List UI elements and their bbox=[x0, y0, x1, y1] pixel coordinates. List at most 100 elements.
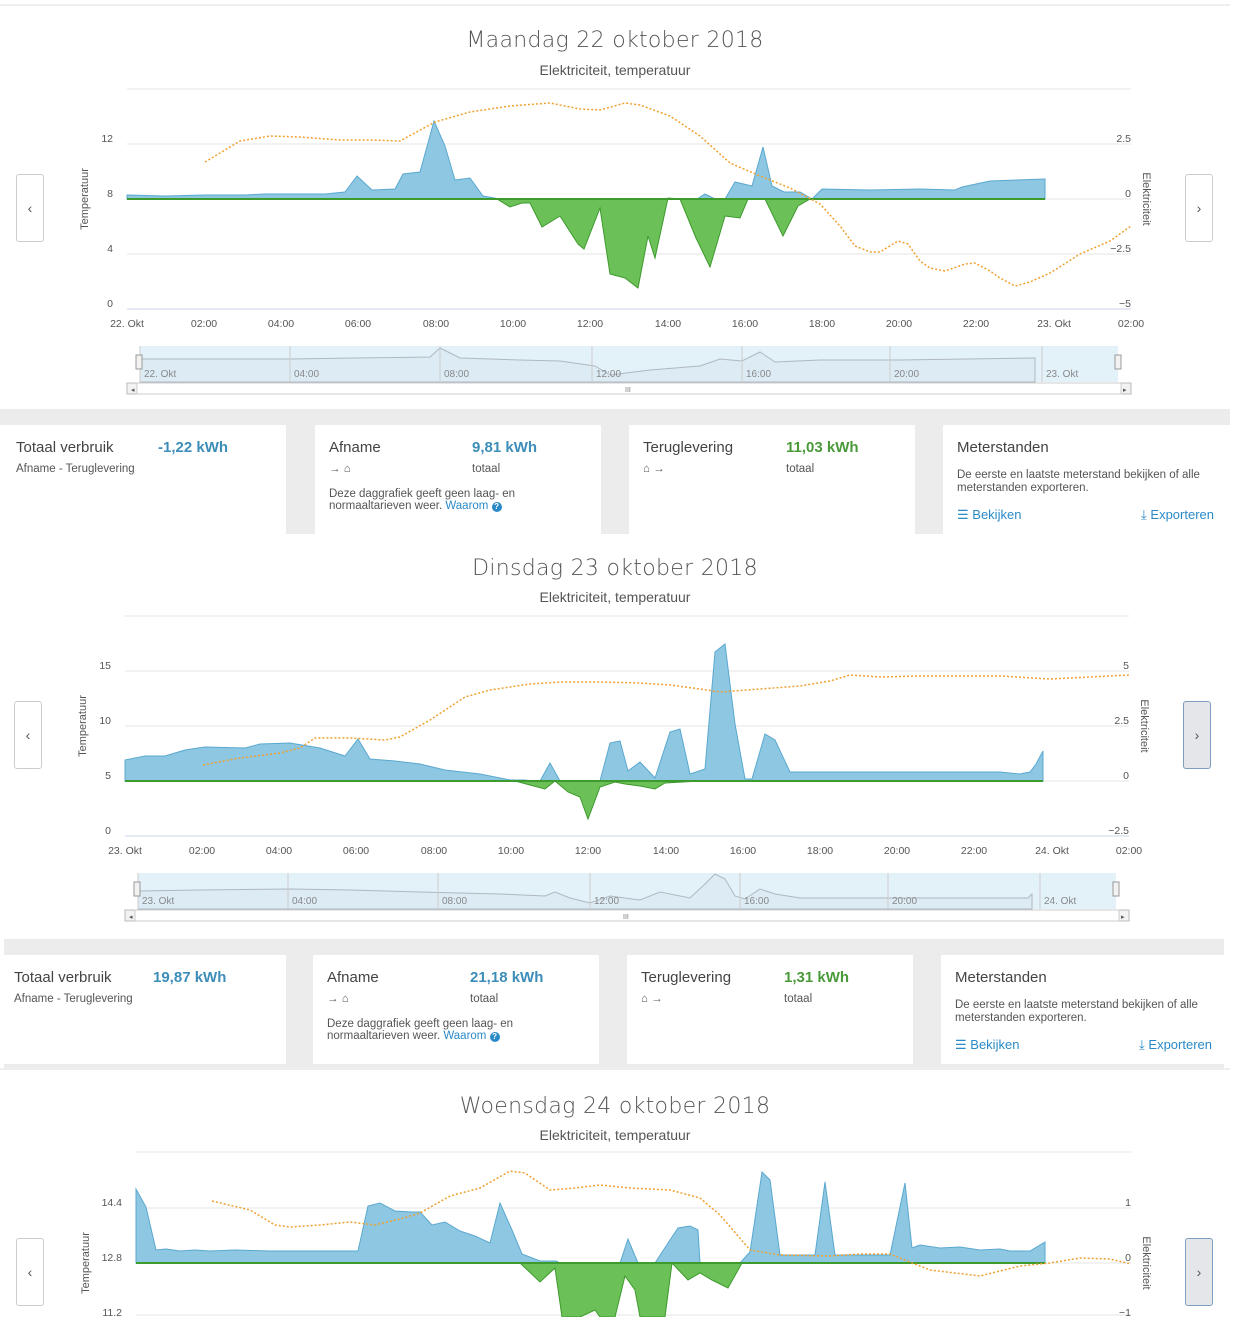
teruglevering-card: Teruglevering 11,03 kWh ⌂ → totaal bbox=[629, 425, 915, 534]
x-tick: 23. Okt bbox=[1037, 318, 1071, 330]
production-area bbox=[495, 197, 749, 289]
y-right-label: Elektriciteit bbox=[1138, 699, 1150, 752]
total-card: Totaal verbruik 19,87 kWh Afname - Terug… bbox=[0, 955, 286, 1064]
chevron-right-icon: › bbox=[1196, 200, 1202, 216]
prev-day-button[interactable]: ‹ bbox=[14, 701, 42, 769]
chart-panel-day3: Woensdag 24 oktober 2018 Elektriciteit, … bbox=[0, 1068, 1230, 1317]
chart-panel-day1: Maandag 22 oktober 2018 Elektriciteit, t… bbox=[0, 4, 1230, 411]
meter-desc: De eerste en laatste meterstand bekijken… bbox=[955, 999, 1198, 1024]
y-right-tick: 1 bbox=[1125, 1197, 1131, 1209]
x-tick: 06:00 bbox=[343, 845, 369, 857]
svg-text:◂: ◂ bbox=[129, 914, 133, 921]
y-left-label: Temperatuur bbox=[79, 168, 91, 230]
total-value: -1,22 kWh bbox=[158, 439, 229, 456]
svg-text:III: III bbox=[625, 387, 631, 394]
view-button[interactable]: ☰ Bekijken bbox=[955, 1037, 1020, 1052]
x-tick: 23. Okt bbox=[108, 845, 142, 857]
y-left-tick: 0 bbox=[105, 825, 111, 837]
consumption-area bbox=[126, 119, 501, 200]
chevron-left-icon: ‹ bbox=[27, 1264, 33, 1280]
scrollbar-thumb[interactable] bbox=[136, 382, 1122, 395]
navigator[interactable]: 23. Okt 04:00 08:00 12:00 16:00 20:00 24. Okt … bbox=[124, 873, 1130, 922]
view-button[interactable]: ☰ Bekijken bbox=[957, 507, 1022, 522]
navigator-handle-right[interactable] bbox=[1114, 354, 1122, 370]
scrollbar-thumb[interactable] bbox=[134, 909, 1120, 922]
chart-subtitle: Elektriciteit, temperatuur bbox=[539, 1127, 691, 1143]
total-sub: Afname - Teruglevering bbox=[14, 993, 133, 1005]
x-tick: 14:00 bbox=[655, 318, 681, 330]
y-left-tick: 8 bbox=[107, 188, 113, 200]
chart-subtitle: Elektriciteit, temperatuur bbox=[539, 589, 691, 605]
question-circle-icon[interactable]: ? bbox=[491, 502, 502, 512]
y-right-tick: 0 bbox=[1125, 188, 1131, 200]
why-link[interactable]: Waarom bbox=[443, 1030, 487, 1042]
navigator-tick: 12:00 bbox=[594, 896, 619, 907]
y-right-tick: 0 bbox=[1125, 1252, 1131, 1264]
list-icon: ☰ bbox=[955, 1037, 967, 1052]
navigator[interactable]: 22. Okt 04:00 08:00 12:00 16:00 20:00 23. Okt … bbox=[126, 346, 1132, 395]
tariff-note: Deze daggrafiek geeft geen laag- en norm… bbox=[327, 1018, 514, 1042]
y-right-tick: 0 bbox=[1123, 770, 1129, 782]
terug-sub: totaal bbox=[786, 463, 815, 475]
y-left-ticks: 12 8 4 0 bbox=[101, 133, 113, 310]
y-right-tick: 5 bbox=[1123, 660, 1129, 672]
y-left-tick: 15 bbox=[99, 660, 111, 672]
afname-sub: totaal bbox=[470, 993, 499, 1005]
stats-bar-day2: Totaal verbruik 19,87 kWh Afname - Terug… bbox=[0, 939, 1224, 1068]
x-tick: 02:00 bbox=[1118, 318, 1144, 330]
y-left-tick: 12.8 bbox=[102, 1252, 123, 1264]
navigator-handle-right[interactable] bbox=[1112, 881, 1120, 897]
y-right-tick: 2.5 bbox=[1114, 715, 1129, 727]
total-label: Totaal verbruik bbox=[16, 439, 114, 456]
x-tick: 16:00 bbox=[732, 318, 758, 330]
afname-label: Afname bbox=[327, 969, 379, 986]
y-right-label: Elektriciteit bbox=[1140, 172, 1152, 225]
next-day-button[interactable]: › bbox=[1183, 701, 1211, 769]
y-left-tick: 4 bbox=[107, 243, 113, 255]
x-tick: 12:00 bbox=[577, 318, 603, 330]
y-right-tick: −2.5 bbox=[1110, 243, 1131, 255]
home-arrow-icon: ⌂ → bbox=[643, 463, 665, 475]
navigator-handle-left[interactable] bbox=[133, 881, 141, 897]
next-day-button[interactable]: › bbox=[1185, 1238, 1213, 1306]
x-tick: 16:00 bbox=[730, 845, 756, 857]
x-tick: 22:00 bbox=[961, 845, 987, 857]
y-left-label: Temperatuur bbox=[77, 695, 89, 757]
prev-day-button[interactable]: ‹ bbox=[16, 1238, 44, 1306]
x-tick: 04:00 bbox=[268, 318, 294, 330]
y-left-tick: 12 bbox=[101, 133, 113, 145]
temperature-line bbox=[204, 102, 1132, 287]
x-tick: 08:00 bbox=[421, 845, 447, 857]
tariff-note: Deze daggrafiek geeft geen laag- en norm… bbox=[329, 488, 516, 512]
chart-svg: 12 8 4 0 2.5 0 −2.5 −5 Temperatuur Elekt… bbox=[79, 88, 1152, 395]
navigator-tick: 08:00 bbox=[444, 369, 469, 380]
y-left-ticks: 15 10 5 0 bbox=[99, 660, 111, 837]
arrow-home-icon: → ⌂ bbox=[329, 463, 351, 475]
total-label: Totaal verbruik bbox=[14, 969, 112, 986]
chevron-right-icon: › bbox=[1194, 727, 1200, 743]
afname-value: 21,18 kWh bbox=[470, 969, 544, 986]
export-button[interactable]: ⤓ Exporteren bbox=[1141, 507, 1214, 522]
meter-desc: De eerste en laatste meterstand bekijken… bbox=[957, 469, 1200, 494]
why-link[interactable]: Waarom bbox=[445, 500, 489, 512]
navigator-tick: 04:00 bbox=[292, 896, 317, 907]
y-left-tick: 11.2 bbox=[102, 1307, 122, 1317]
y-right-ticks: 5 2.5 0 −2.5 bbox=[1108, 660, 1129, 837]
svg-text:▸: ▸ bbox=[1123, 387, 1127, 394]
navigator-tick: 16:00 bbox=[746, 369, 771, 380]
chart-svg: 15 10 5 0 5 2.5 0 −2.5 Temperatuur Elekt… bbox=[77, 615, 1150, 922]
x-tick: 10:00 bbox=[500, 318, 526, 330]
navigator-tick: 23. Okt bbox=[1046, 369, 1078, 380]
y-right-ticks: 1 0 −1 bbox=[1119, 1197, 1131, 1317]
gridlines bbox=[125, 615, 1129, 837]
question-circle-icon[interactable]: ? bbox=[489, 1032, 500, 1042]
next-day-button[interactable]: › bbox=[1185, 174, 1213, 242]
download-icon: ⤓ bbox=[1141, 507, 1147, 522]
export-button[interactable]: ⤓ Exporteren bbox=[1139, 1037, 1212, 1052]
afname-value: 9,81 kWh bbox=[472, 439, 538, 456]
navigator-handle-left[interactable] bbox=[135, 354, 143, 370]
meterstanden-card: Meterstanden De eerste en laatste meters… bbox=[943, 425, 1230, 534]
prev-day-button[interactable]: ‹ bbox=[16, 174, 44, 242]
x-tick: 14:00 bbox=[653, 845, 679, 857]
home-icon: ⌂ bbox=[341, 993, 349, 1005]
